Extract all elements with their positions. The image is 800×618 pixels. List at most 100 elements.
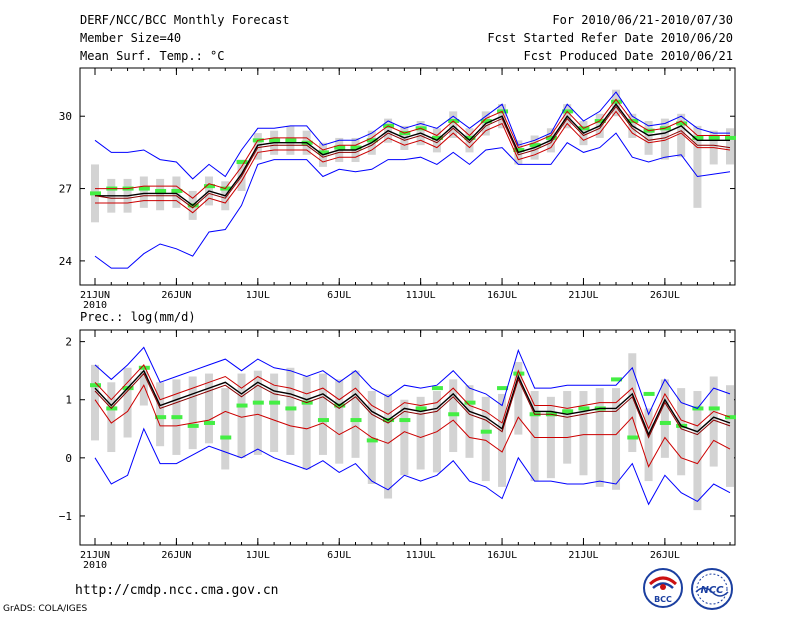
precip-xtick-label: 11JUL	[406, 550, 436, 561]
precip-box	[188, 376, 197, 450]
temp-mean-bar	[725, 135, 736, 140]
temp-mean-bar	[611, 99, 623, 104]
precip-box	[677, 388, 686, 476]
temp-mean-bar	[366, 138, 378, 143]
precip-series-ensemble-max	[94, 346, 731, 416]
precip-mean-bar	[350, 418, 362, 423]
temp-mean-bar	[480, 119, 492, 124]
precip-box	[628, 353, 637, 453]
precip-xtick-label: 26JUL	[650, 550, 680, 561]
precip-box	[400, 399, 409, 476]
precip-series-ensemble-min	[94, 427, 731, 506]
temp-box	[449, 111, 458, 138]
temp-box	[156, 178, 165, 211]
precip-box	[579, 391, 588, 476]
precip-mean-bar	[399, 418, 411, 423]
precip-xtick-label: 6JUL	[327, 550, 351, 561]
precip-box	[335, 379, 344, 464]
temp-frame	[79, 67, 736, 286]
temp-mean-bar	[334, 145, 346, 150]
precip-mean-bar	[578, 406, 590, 411]
chart-title: DERF/NCC/BCC Monthly Forecast	[80, 13, 290, 27]
variable-label: Mean Surf. Temp.: °C	[80, 49, 225, 63]
temp-xtick-label: 1JUL	[246, 290, 270, 301]
temp-xtick-label: 26JUL	[650, 290, 680, 301]
precip-mean-bar	[659, 420, 671, 425]
temp-year-label: 2010	[83, 300, 107, 311]
precip-ytick-label: −1	[59, 510, 72, 523]
temp-mean-bar	[431, 135, 443, 140]
temp-series-upper-quartile	[95, 98, 730, 199]
precip-box	[465, 385, 474, 458]
source-url[interactable]: http://cmdp.ncc.cma.gov.cn	[75, 583, 279, 598]
precip-box	[693, 391, 702, 511]
precip-box	[660, 379, 669, 458]
precip-box	[221, 388, 230, 470]
precip-box	[253, 370, 262, 455]
precip-ytick-label: 2	[65, 336, 72, 349]
precip-box	[709, 376, 718, 467]
temp-box	[139, 176, 148, 208]
bcc-logo-text: BCC	[654, 595, 672, 604]
forecast-period: For 2010/06/21-2010/07/30	[552, 13, 733, 27]
precip-mean-bar	[203, 420, 215, 425]
produced-date: Fcst Produced Date 2010/06/21	[523, 49, 733, 63]
refer-date: Fcst Started Refer Date 2010/06/20	[487, 31, 733, 45]
precip-box	[351, 370, 360, 458]
precip-mean-bar	[643, 391, 655, 396]
temp-series-ensemble-min	[94, 132, 731, 269]
precip-box	[318, 373, 327, 455]
precip-box	[384, 393, 393, 499]
temp-mean-bar	[155, 188, 167, 193]
precip-xtick-label: 21JUN	[80, 550, 110, 561]
ncc-logo: NCC	[690, 568, 734, 610]
temp-mean-bar	[529, 143, 541, 148]
temp-ytick-label: 24	[59, 255, 73, 268]
precip-xtick-label: 26JUN	[161, 550, 191, 561]
ncc-logo-text: NCC	[700, 585, 724, 596]
temp-series-ensemble-median	[94, 105, 731, 209]
precip-mean-bar	[611, 377, 623, 382]
precip-xtick-label: 21JUL	[568, 550, 598, 561]
temp-mean-bar	[317, 150, 329, 155]
bcc-logo: BCC	[640, 568, 686, 610]
temp-mean-bar	[676, 121, 688, 126]
precip-mean-bar	[513, 371, 525, 376]
temp-mean-bar	[708, 135, 720, 140]
precip-mean-bar	[497, 386, 509, 391]
precip-box	[270, 373, 279, 453]
precip-ytick-label: 1	[65, 394, 72, 407]
precip-mean-bar	[708, 406, 720, 411]
precip-box	[416, 396, 425, 470]
precip-mean-bar	[155, 415, 167, 420]
precip-series-ensemble-mean	[94, 369, 731, 437]
precip-ytick-label: 0	[65, 452, 72, 465]
temp-box	[677, 113, 686, 158]
precip-label: Prec.: log(mm/d)	[80, 310, 196, 324]
temp-xtick-label: 6JUL	[327, 290, 351, 301]
temp-mean-bar	[513, 147, 525, 152]
grads-credit: GrADS: COLA/IGES	[3, 604, 88, 614]
temp-mean-bar	[464, 135, 476, 140]
temp-xtick-label: 11JUL	[406, 290, 436, 301]
precip-mean-bar	[464, 400, 476, 405]
precip-box	[498, 393, 507, 487]
precip-frame	[79, 329, 736, 546]
precip-mean-bar	[187, 423, 199, 428]
precip-box	[237, 373, 246, 458]
temp-mean-bar	[545, 135, 557, 140]
precip-mean-bar	[236, 403, 248, 408]
temp-ytick-label: 30	[59, 110, 72, 123]
precip-box	[286, 367, 295, 455]
precip-box	[123, 367, 132, 438]
precip-series-upper-quartile	[94, 364, 731, 431]
precip-box	[204, 373, 213, 444]
temp-box	[726, 128, 734, 165]
precip-year-label: 2010	[83, 560, 107, 571]
ncc-logo-icon: NCC	[691, 568, 733, 610]
precip-series-lower-quartile	[94, 384, 731, 468]
temp-series-lower-quartile	[95, 110, 731, 214]
precip-mean-bar	[725, 415, 736, 420]
temp-mean-bar	[692, 135, 704, 140]
precip-box	[91, 364, 99, 441]
